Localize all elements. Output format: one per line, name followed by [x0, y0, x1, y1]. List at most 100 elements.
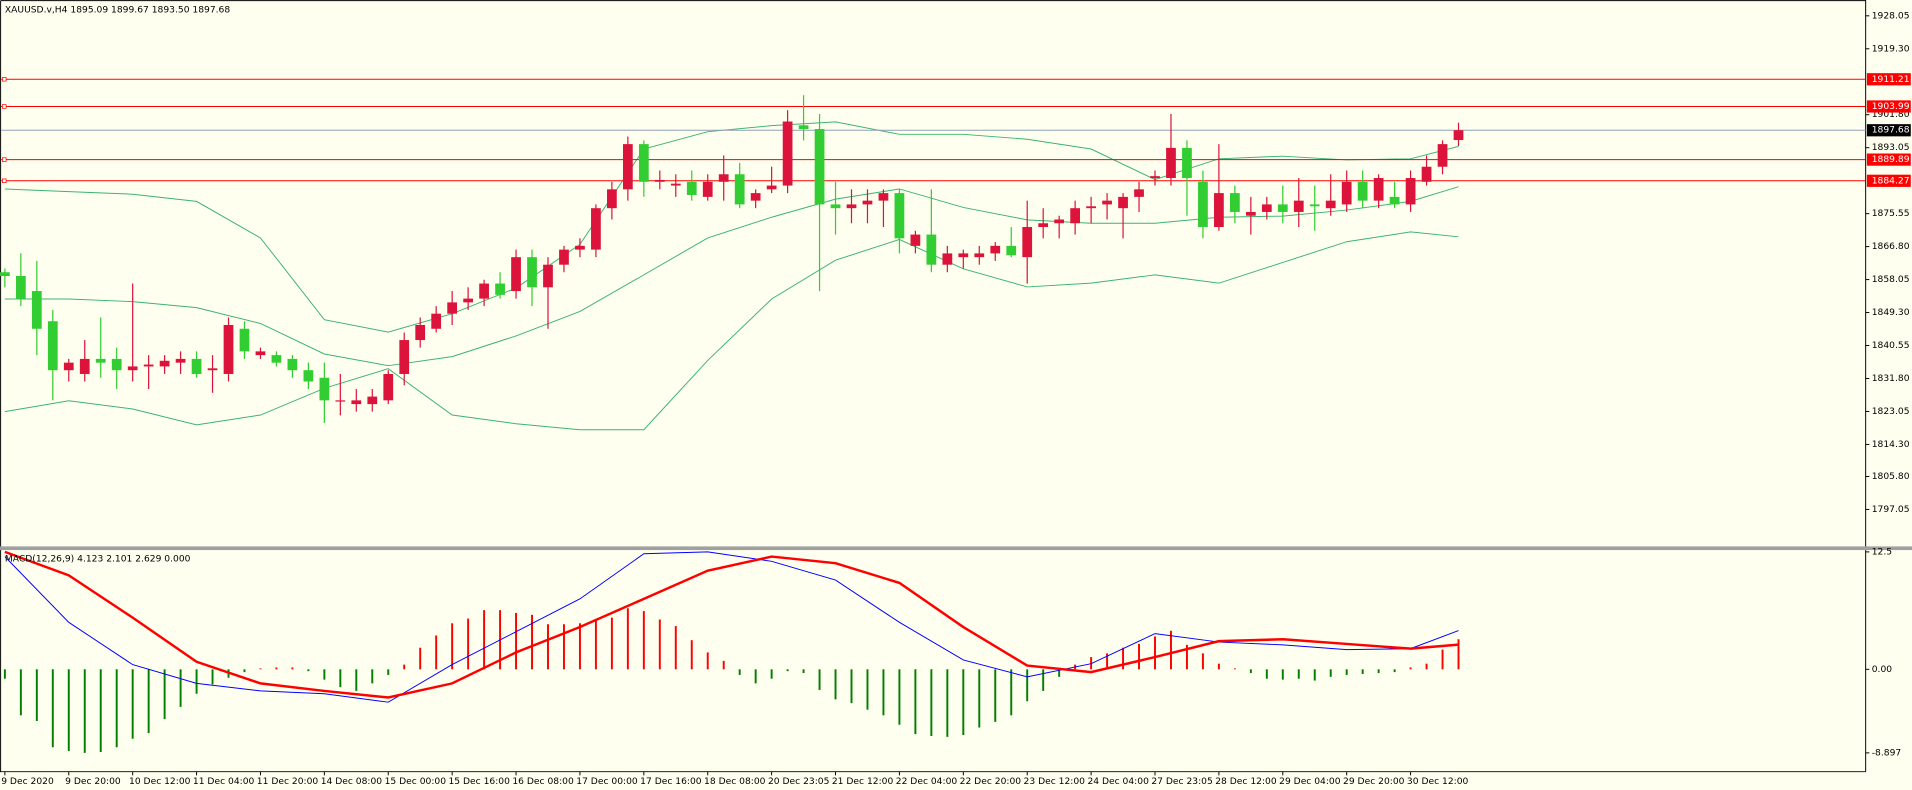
candle-body	[431, 313, 442, 329]
y-tick-label: -8.897	[1872, 748, 1902, 758]
y-tick-label: 1875.55	[1872, 209, 1910, 219]
candle-body	[303, 370, 314, 382]
candle-body	[638, 144, 649, 182]
plot-area	[0, 77, 1866, 753]
level-label-box	[1866, 153, 1911, 166]
candle-body	[479, 283, 489, 299]
candle-body	[1102, 200, 1112, 205]
candle-body	[910, 234, 921, 246]
candle-body	[1070, 208, 1081, 224]
candle-body	[1006, 245, 1017, 256]
candle-body	[335, 400, 346, 402]
candle-body	[878, 193, 889, 201]
y-tick-label: 1814.30	[1872, 440, 1910, 450]
x-tick-label: 9 Dec 2020	[1, 777, 54, 787]
candle-body	[559, 249, 569, 265]
candle-body	[607, 189, 617, 209]
candle-body	[47, 321, 58, 371]
x-tick-label: 22 Dec 04:00	[896, 777, 958, 787]
candle-body	[319, 377, 330, 401]
candle-body	[79, 358, 90, 374]
bid-label: 1897.68	[1872, 126, 1910, 136]
candle-body	[15, 276, 26, 299]
candle-body	[1229, 193, 1240, 212]
x-tick-label: 30 Dec 12:00	[1407, 777, 1469, 787]
x-tick-label: 20 Dec 23:05	[768, 777, 830, 787]
candle-body	[1134, 189, 1144, 197]
y-tick-label: 1840.55	[1872, 341, 1910, 351]
candle-body	[159, 360, 170, 367]
candle-body	[846, 204, 857, 209]
candle-body	[862, 200, 873, 205]
y-tick-label: 1831.80	[1872, 374, 1910, 384]
candle-body	[1309, 204, 1320, 207]
candle-body	[1086, 206, 1096, 209]
line-series	[4, 231, 1459, 431]
candle-body	[223, 324, 234, 374]
candle-body	[814, 129, 825, 205]
bid-label-box	[1866, 124, 1911, 137]
y-tick-label: 0.00	[1872, 665, 1893, 675]
candle-body	[207, 368, 218, 371]
x-tick-label: 28 Dec 12:00	[1215, 777, 1277, 787]
candle-body	[31, 291, 42, 329]
y-tick-label: 1823.05	[1872, 407, 1910, 417]
x-tick-label: 22 Dec 20:00	[960, 777, 1022, 787]
candle-body	[1118, 196, 1128, 209]
x-tick-label: 14 Dec 08:00	[321, 777, 383, 787]
candle-body	[766, 185, 777, 190]
candle-body	[734, 174, 745, 205]
x-tick-label: 15 Dec 16:00	[448, 777, 510, 787]
candle-body	[926, 234, 937, 265]
x-tick-label: 11 Dec 04:00	[193, 777, 255, 787]
line-series	[4, 550, 1459, 699]
candle-body	[543, 264, 553, 288]
indicator-title: MACD(12,26,9) 4.123 2.101 2.629 0.000	[5, 555, 191, 565]
candle-body	[127, 366, 138, 371]
candle-body	[415, 324, 426, 341]
candle-body	[495, 283, 505, 295]
x-tick-label: 29 Dec 20:00	[1343, 777, 1405, 787]
candle-body	[367, 396, 378, 405]
y-tick-label: 1928.05	[1872, 11, 1910, 21]
candle-body	[1182, 147, 1192, 179]
x-tick-label: 11 Dec 20:00	[257, 777, 319, 787]
candle-body	[1373, 178, 1384, 201]
x-tick-label: 16 Dec 08:00	[512, 777, 574, 787]
candle-body	[63, 362, 74, 371]
candle-body	[511, 257, 521, 292]
candle-body	[239, 328, 250, 352]
candle-body	[255, 351, 266, 356]
candle-body	[1277, 204, 1288, 212]
candle-body	[527, 257, 537, 288]
candle-body	[1198, 181, 1208, 228]
y-tick-label: 1797.05	[1872, 505, 1910, 515]
candle-body	[686, 181, 697, 195]
candle-body	[1150, 176, 1160, 179]
x-tick-label: 10 Dec 12:00	[129, 777, 191, 787]
level-label-box	[1866, 73, 1911, 86]
candle-body	[191, 358, 202, 374]
candle-body	[1245, 211, 1256, 216]
candle-body	[750, 193, 761, 201]
candle-body	[1453, 130, 1464, 141]
level-marker	[2, 104, 7, 109]
y-tick-label: 1858.05	[1872, 275, 1910, 285]
x-tick-label: 15 Dec 00:00	[385, 777, 447, 787]
candle-body	[1389, 196, 1400, 205]
x-tick-label: 18 Dec 08:00	[704, 777, 766, 787]
candle-body	[383, 373, 394, 401]
panel-separator	[0, 546, 1912, 551]
y-tick-label: 1901.80	[1872, 110, 1910, 120]
x-tick-label: 17 Dec 00:00	[576, 777, 638, 787]
level-label: 1884.27	[1872, 176, 1910, 186]
level-label: 1903.99	[1872, 102, 1910, 112]
y-tick-label: 1866.80	[1872, 242, 1910, 252]
candle-body	[591, 208, 601, 250]
candle-body	[1437, 144, 1448, 167]
candle-body	[1405, 178, 1416, 205]
y-tick-label: 1849.30	[1872, 308, 1910, 318]
candle-body	[894, 193, 905, 239]
